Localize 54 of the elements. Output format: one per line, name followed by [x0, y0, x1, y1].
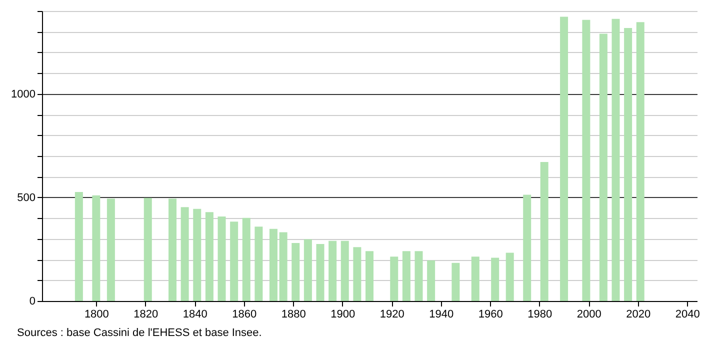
bar — [144, 198, 152, 301]
bar — [390, 256, 398, 301]
bar — [612, 18, 620, 301]
bar — [366, 251, 374, 301]
bar — [230, 222, 238, 301]
x-tick-label: 2020 — [626, 308, 651, 320]
bar — [506, 252, 514, 301]
bar — [402, 251, 410, 301]
y-tick-label: 500 — [17, 192, 36, 204]
bar — [180, 207, 189, 301]
x-tick-label: 1860 — [232, 308, 257, 320]
bar — [427, 260, 436, 301]
bar — [328, 240, 337, 301]
bar — [353, 247, 362, 301]
bar — [471, 256, 480, 301]
bar — [624, 28, 632, 301]
bar — [560, 16, 568, 301]
bar — [599, 34, 608, 301]
x-tick-label: 1880 — [281, 308, 306, 320]
bar — [636, 22, 644, 301]
x-tick-label: 1800 — [84, 308, 109, 320]
bar — [582, 20, 590, 301]
bar — [491, 258, 500, 301]
bar — [316, 244, 324, 301]
source-note: Sources : base Cassini de l'EHESS et base Insee. — [17, 327, 262, 339]
x-tick-label: 1920 — [380, 308, 404, 320]
bar — [540, 162, 548, 301]
bar — [205, 212, 214, 301]
bar — [168, 198, 177, 301]
bar — [452, 262, 460, 301]
bar — [254, 226, 263, 301]
bar — [523, 194, 532, 301]
bar — [242, 218, 250, 301]
bar — [218, 216, 226, 301]
bar — [269, 228, 278, 301]
x-tick-label: 2000 — [576, 308, 602, 320]
y-tick-label: 0 — [29, 296, 36, 308]
bar — [340, 240, 349, 301]
bar — [414, 251, 423, 301]
x-tick-label: 2040 — [675, 308, 700, 320]
bar — [92, 195, 100, 301]
y-tick-label: 1000 — [11, 88, 36, 100]
x-tick-label: 1900 — [330, 308, 356, 320]
bar — [193, 208, 202, 301]
bar — [74, 192, 83, 301]
bar — [304, 239, 312, 301]
x-tick-label: 1840 — [182, 308, 208, 320]
x-tick-label: 1980 — [528, 308, 552, 320]
x-tick-label: 1940 — [429, 308, 454, 320]
x-tick-label: 1960 — [478, 308, 503, 320]
x-tick-label: 1820 — [134, 308, 158, 320]
bar — [279, 232, 288, 301]
bar — [106, 198, 115, 301]
bar — [292, 243, 300, 301]
